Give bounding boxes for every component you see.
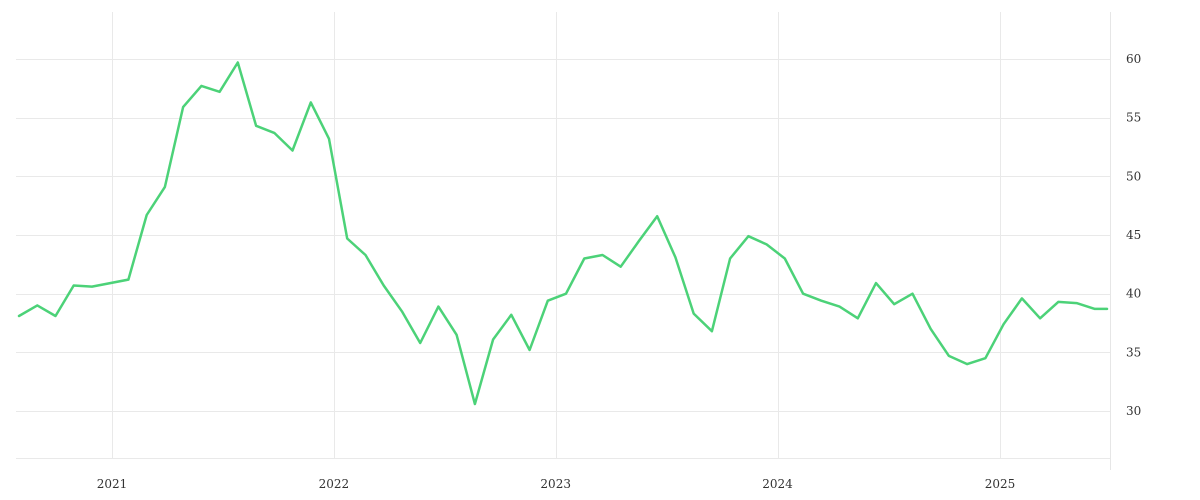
y-tick-label: 50 xyxy=(1126,169,1141,183)
x-tick-label: 2021 xyxy=(97,477,128,491)
y-tick-label: 35 xyxy=(1126,345,1141,359)
series-line xyxy=(17,61,1109,406)
y-axis-labels: 30 35 40 45 50 55 60 xyxy=(1126,52,1141,418)
y-tick-label: 30 xyxy=(1126,404,1141,418)
x-tick-label: 2025 xyxy=(985,477,1016,491)
x-tick-label: 2022 xyxy=(319,477,350,491)
x-axis-labels: 2021 2022 2023 2024 2025 xyxy=(97,477,1016,491)
y-tick-label: 60 xyxy=(1126,52,1141,66)
y-tick-label: 40 xyxy=(1126,287,1141,301)
grid xyxy=(16,12,1110,459)
y-tick-label: 45 xyxy=(1126,228,1141,242)
x-tick-label: 2024 xyxy=(762,477,793,491)
y-tick-label: 55 xyxy=(1126,111,1141,125)
series-layer xyxy=(17,61,1109,406)
x-tick-label: 2023 xyxy=(540,477,571,491)
